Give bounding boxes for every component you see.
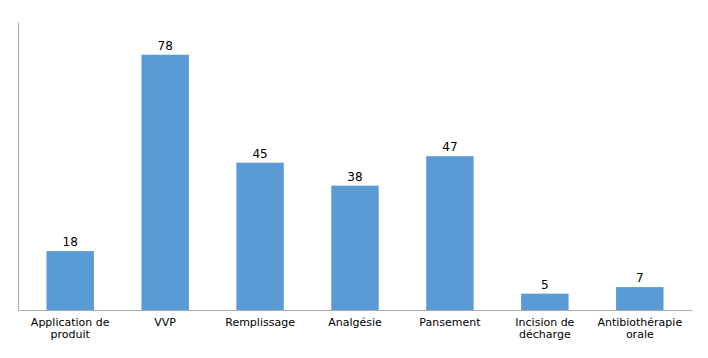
x-tick-label-line: Analgésie <box>328 316 382 329</box>
y-axis <box>18 23 19 311</box>
x-tick-label: VVP <box>154 316 176 329</box>
x-tick-label-line: orale <box>626 328 654 341</box>
bar <box>331 186 378 310</box>
x-tick-label: Pansement <box>419 316 481 329</box>
plot: Application deproduit VVP Remplissage Analg… <box>19 23 693 342</box>
data-label: 45 <box>252 147 267 161</box>
x-tick-label: Incision dedécharge <box>515 316 574 342</box>
x-tick: Remplissage <box>225 316 295 329</box>
bar <box>141 55 188 310</box>
chart-svg: Application deproduit VVP Remplissage Analg… <box>0 0 708 358</box>
x-tick: Analgésie <box>328 316 382 329</box>
bar <box>46 251 93 310</box>
y-axis-line <box>18 23 19 311</box>
x-tick: Incision dedécharge <box>515 316 574 342</box>
bar <box>236 163 283 310</box>
data-label: 47 <box>442 140 457 154</box>
x-tick-label: Application deproduit <box>31 316 110 342</box>
x-tick-label-line: VVP <box>154 316 176 329</box>
data-label: 18 <box>63 235 78 249</box>
data-label: 5 <box>541 278 549 292</box>
x-tick-label-line: décharge <box>519 328 571 341</box>
x-tick-label-line: Remplissage <box>225 316 295 329</box>
chart-container: Application deproduit VVP Remplissage Analg… <box>0 0 708 358</box>
x-tick: Antibiothérapieorale <box>597 316 682 342</box>
bars <box>46 55 663 310</box>
x-tick-label-line: Incision de <box>515 316 574 329</box>
data-label: 78 <box>158 39 173 53</box>
x-tick-label-line: produit <box>51 328 91 341</box>
bar <box>616 287 663 310</box>
x-axis: Application deproduit VVP Remplissage Analg… <box>19 311 693 342</box>
x-tick-label: Antibiothérapieorale <box>597 316 682 342</box>
bar <box>521 294 568 310</box>
x-tick: Pansement <box>419 316 481 329</box>
bar <box>426 156 473 310</box>
x-tick: Application deproduit <box>31 316 110 342</box>
data-labels: 18 78 45 38 47 5 7 <box>63 39 644 292</box>
x-tick-label: Remplissage <box>225 316 295 329</box>
x-tick-label-line: Pansement <box>419 316 481 329</box>
data-label: 7 <box>636 271 644 285</box>
x-tick-label: Analgésie <box>328 316 382 329</box>
x-axis-line <box>19 310 693 311</box>
data-label: 38 <box>347 170 362 184</box>
x-tick-label-line: Antibiothérapie <box>597 316 682 329</box>
x-tick-label-line: Application de <box>31 316 110 329</box>
x-tick: VVP <box>154 316 176 329</box>
